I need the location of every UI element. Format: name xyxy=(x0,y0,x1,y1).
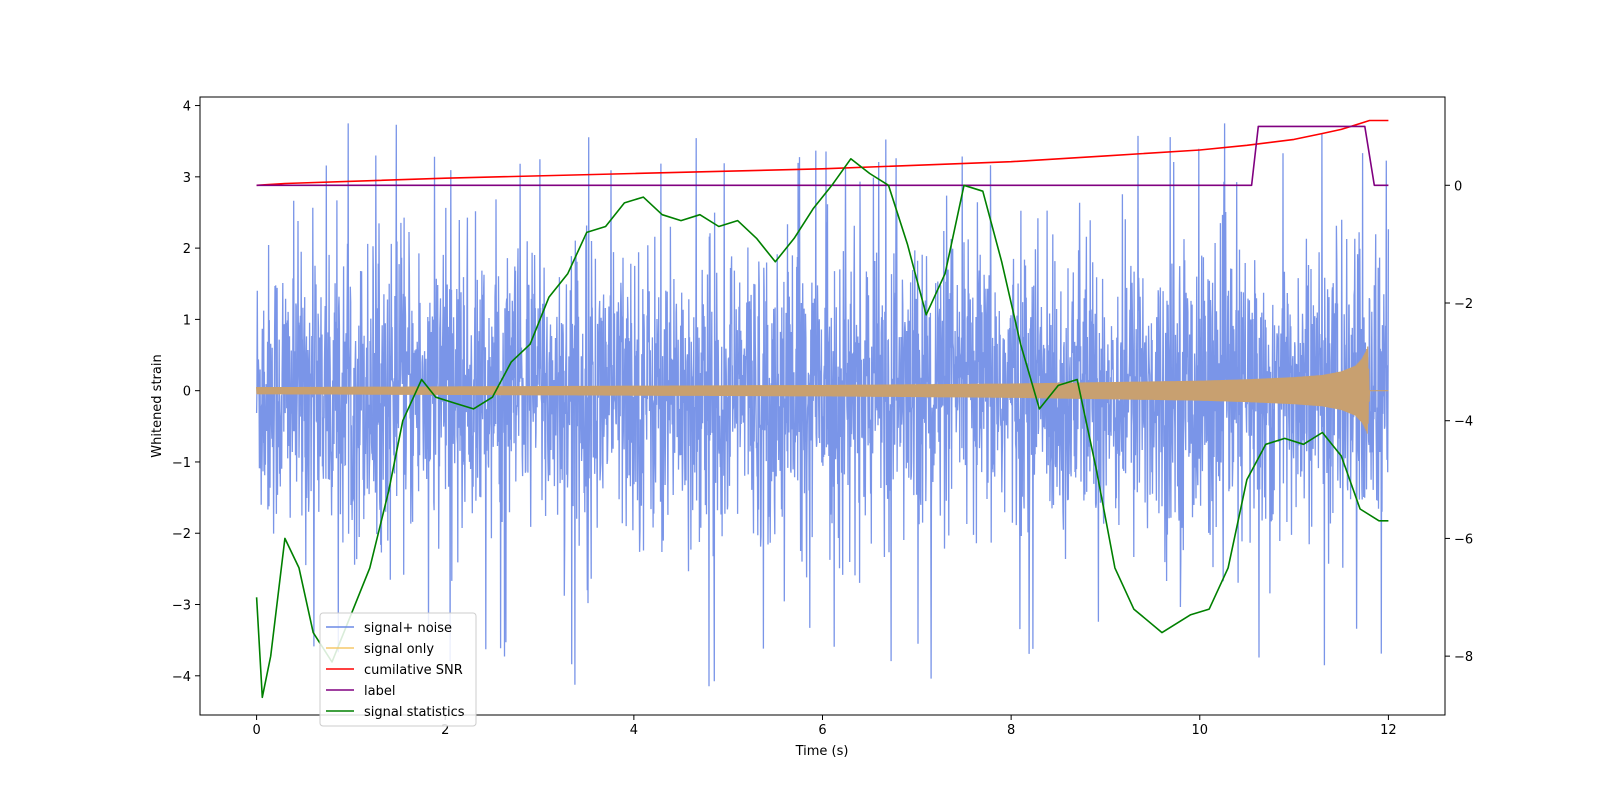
legend-label: cumilative SNR xyxy=(364,663,463,678)
legend-label: signal+ noise xyxy=(364,621,452,636)
x-tick-label: 0 xyxy=(252,723,260,738)
x-tick-label: 6 xyxy=(818,723,826,738)
y-left-tick-label: −4 xyxy=(172,670,191,685)
y-left-tick-label: 3 xyxy=(183,171,191,186)
x-tick-label: 2 xyxy=(441,723,449,738)
legend-box xyxy=(319,612,477,727)
y-axis-left-title: Whitened strain xyxy=(150,354,165,457)
y-left-tick-label: −2 xyxy=(172,527,191,542)
legend-label: label xyxy=(364,684,395,699)
y-left-tick-label: −1 xyxy=(172,456,191,471)
legend: signal+ noise signal only cumilative SNR la… xyxy=(319,612,477,727)
y-axis-left: 4 3 2 1 0 −1 −2 −3 −4 xyxy=(172,100,200,685)
x-tick-label: 10 xyxy=(1191,723,1208,738)
legend-label: signal statistics xyxy=(364,705,465,720)
x-tick-label: 12 xyxy=(1380,723,1397,738)
series-line-signal-statistics xyxy=(255,158,1389,699)
x-tick-label: 8 xyxy=(1007,723,1015,738)
series-line-signal-noise xyxy=(255,123,1390,687)
y-right-tick-label: −8 xyxy=(1454,650,1473,665)
y-right-tick-label: −2 xyxy=(1454,297,1473,312)
y-right-tick-label: −6 xyxy=(1454,532,1473,547)
x-axis-title: Time (s) xyxy=(795,744,849,759)
y-left-tick-label: 1 xyxy=(183,313,191,328)
y-right-tick-label: 0 xyxy=(1454,179,1462,194)
x-tick-label: 4 xyxy=(630,723,638,738)
plot-area xyxy=(255,119,1390,699)
legend-label: signal only xyxy=(364,642,434,657)
y-left-tick-label: 0 xyxy=(183,385,191,400)
y-left-tick-label: −3 xyxy=(172,599,191,614)
y-left-tick-label: 2 xyxy=(183,242,191,257)
y-left-tick-label: 4 xyxy=(183,100,191,115)
y-right-tick-label: −4 xyxy=(1454,415,1473,430)
series-line-cumulative-snr xyxy=(256,119,1389,187)
series-line-label xyxy=(256,125,1389,187)
y-axis-right: 0 −2 −4 −6 −8 xyxy=(1445,179,1473,665)
series-line-signal-only xyxy=(256,346,1389,434)
